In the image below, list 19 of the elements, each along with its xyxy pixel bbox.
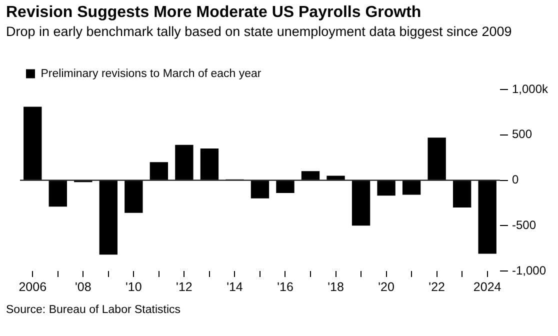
chart-subtitle: Drop in early benchmark tally based on state unemployment data biggest since 2009 xyxy=(6,24,513,40)
x-tick-label: '10 xyxy=(126,280,142,294)
source-note: Source: Bureau of Labor Statistics xyxy=(6,304,181,316)
y-tick-label: -500 xyxy=(512,218,536,232)
y-tick-label: 1,000k xyxy=(512,82,549,96)
x-tick-label: '14 xyxy=(226,280,243,294)
chart-title: Revision Suggests More Moderate US Payrolls Growth xyxy=(6,4,422,22)
y-tick-label: 500 xyxy=(512,127,532,142)
x-tick-label: '22 xyxy=(428,280,446,294)
x-tick-label: 2006 xyxy=(18,280,47,294)
x-tick-label: '20 xyxy=(378,280,394,294)
y-tick-label: 0 xyxy=(512,172,519,187)
x-tick-label: '16 xyxy=(277,280,294,294)
x-tick-label: '08 xyxy=(75,280,92,294)
legend-label: Preliminary revisions to March of each year xyxy=(40,68,262,80)
y-tick-label: -1,000 xyxy=(512,263,546,278)
x-tick-label: '12 xyxy=(176,280,192,294)
x-tick-label: '18 xyxy=(328,280,344,294)
x-tick-label: 2024 xyxy=(473,280,502,294)
